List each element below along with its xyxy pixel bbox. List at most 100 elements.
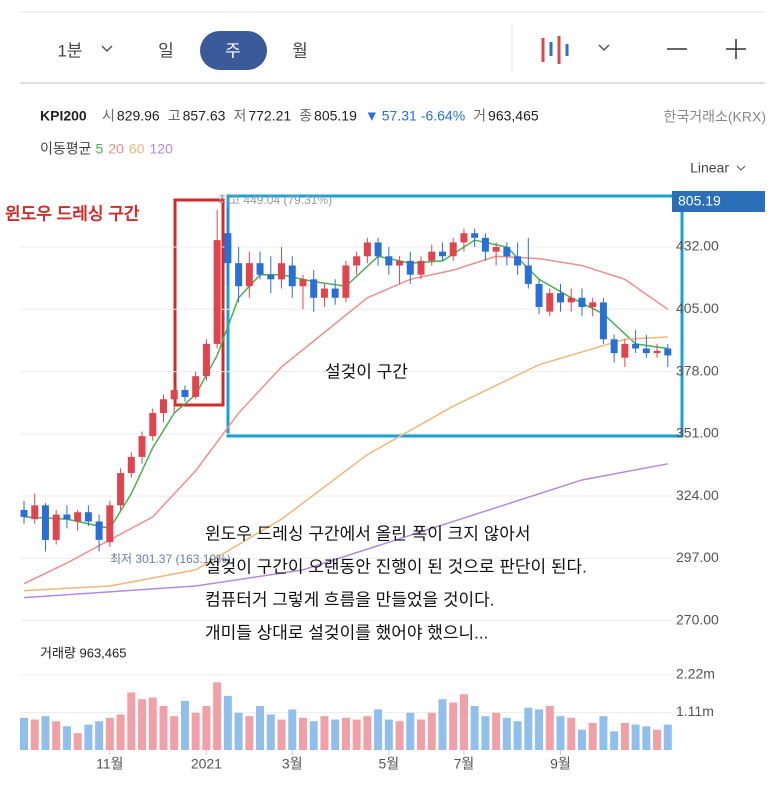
ma-line xyxy=(23,463,668,599)
candle-body xyxy=(117,473,125,506)
x-tick-label: 5월 xyxy=(378,756,399,772)
candle-body xyxy=(449,242,457,257)
candle-body xyxy=(299,279,307,287)
comment-line: 윈도우 드레싱 구간에서 올린 폭이 크지 않아서 xyxy=(205,524,531,543)
candle-body xyxy=(213,240,221,344)
ticker: KPI200 xyxy=(40,108,87,124)
quote-value: 857.63 xyxy=(183,108,226,124)
volume-bar xyxy=(545,706,554,750)
tab[interactable]: 1분 xyxy=(57,41,82,60)
volume-bar xyxy=(642,726,651,750)
volume-bar xyxy=(438,699,447,750)
quote-key: 고 xyxy=(168,108,181,124)
volume-label: 거래량 963,465 xyxy=(40,645,126,660)
volume-bar xyxy=(41,716,50,750)
comment-line: 컴퓨터거 그렇게 흐름을 만들었을 것이다. xyxy=(205,590,495,609)
volume-bar xyxy=(127,692,136,750)
volume-bar xyxy=(620,722,629,750)
volume-bar xyxy=(492,712,501,750)
change-pct: -6.64% xyxy=(421,108,465,124)
quote-key: 저 xyxy=(233,108,246,124)
candle-body xyxy=(428,251,436,261)
ma-line xyxy=(23,255,669,585)
volume-bar xyxy=(180,700,189,750)
volume-bar xyxy=(73,733,82,750)
low-label: 최저 301.37 (163.19%) xyxy=(110,552,231,566)
candle-icon[interactable] xyxy=(541,36,569,64)
ma-legend-item: 120 xyxy=(149,141,173,157)
candle-body xyxy=(374,242,382,257)
volume-bar xyxy=(599,716,608,750)
candle-body xyxy=(653,350,661,354)
candle-body xyxy=(149,413,157,437)
candle-body xyxy=(267,274,275,280)
y-tick-label: 405.00 xyxy=(676,300,719,316)
candle-body xyxy=(471,233,479,238)
candle-body xyxy=(535,283,543,308)
volume-bar xyxy=(535,709,544,750)
volume-bar xyxy=(309,721,318,750)
exchange: 한국거래소(KRX) xyxy=(663,109,766,125)
candle-body xyxy=(20,509,28,517)
candle-body xyxy=(481,237,489,252)
ma-legend-label: 이동평균 xyxy=(40,141,92,157)
volume-bar xyxy=(449,702,458,750)
candle-body xyxy=(320,288,328,298)
scale-dropdown[interactable] xyxy=(736,165,746,171)
last-price: 805.19 xyxy=(678,193,721,209)
volume-bar xyxy=(459,694,468,750)
volume-bar xyxy=(191,712,200,750)
dropdown-icon[interactable] xyxy=(101,45,113,53)
candle-body xyxy=(235,263,243,287)
tab[interactable]: 일 xyxy=(158,41,174,60)
volume-bar xyxy=(170,716,179,750)
ma-legend-item: 20 xyxy=(108,141,124,157)
candle-body xyxy=(557,293,564,303)
candle-body xyxy=(503,247,511,257)
y-tick-label: 270.00 xyxy=(676,611,719,627)
annotation: 설겆이 구간 xyxy=(325,362,408,381)
volume-bar xyxy=(277,719,286,750)
candle-body xyxy=(342,265,350,298)
volume-bar xyxy=(556,716,565,750)
candle-body xyxy=(170,390,178,400)
volume-bar xyxy=(610,731,619,750)
volume-bar xyxy=(663,724,672,750)
blue-box xyxy=(226,194,684,438)
ma-legend-item: 5 xyxy=(96,141,104,157)
zoom-in[interactable] xyxy=(726,39,746,59)
candle-body xyxy=(245,263,253,287)
change-arrow: ▼ xyxy=(365,108,379,124)
tab[interactable]: 월 xyxy=(292,41,308,60)
tab[interactable]: 주 xyxy=(225,41,241,60)
candle-body xyxy=(224,233,232,264)
candle-body xyxy=(514,256,522,266)
volume-bar xyxy=(234,712,243,750)
candle-body xyxy=(74,512,82,522)
volume-bar xyxy=(631,724,640,750)
candle-body xyxy=(181,390,189,397)
quote-value: 963,465 xyxy=(488,108,539,124)
volume-bar xyxy=(363,716,372,750)
candle-body xyxy=(610,339,618,354)
change: 57.31 xyxy=(382,108,417,124)
volume-bar xyxy=(62,726,71,750)
dropdown-icon[interactable] xyxy=(598,44,610,52)
volume-bar xyxy=(213,682,222,750)
candle-body xyxy=(578,297,586,308)
candle-body xyxy=(363,242,371,257)
volume-bar xyxy=(202,706,211,750)
volume-bar xyxy=(223,695,232,750)
volume-bar xyxy=(513,721,522,750)
scale-label[interactable]: Linear xyxy=(690,160,729,176)
quote-key: 시 xyxy=(102,108,115,124)
candle-body xyxy=(664,348,672,356)
candle-body xyxy=(589,302,597,308)
candle-body xyxy=(396,260,404,266)
volume-bar xyxy=(395,721,404,750)
candle-body xyxy=(567,297,575,303)
volume-bar xyxy=(148,697,157,750)
quote-key: 종 xyxy=(299,108,312,124)
volume-bar xyxy=(320,716,329,750)
